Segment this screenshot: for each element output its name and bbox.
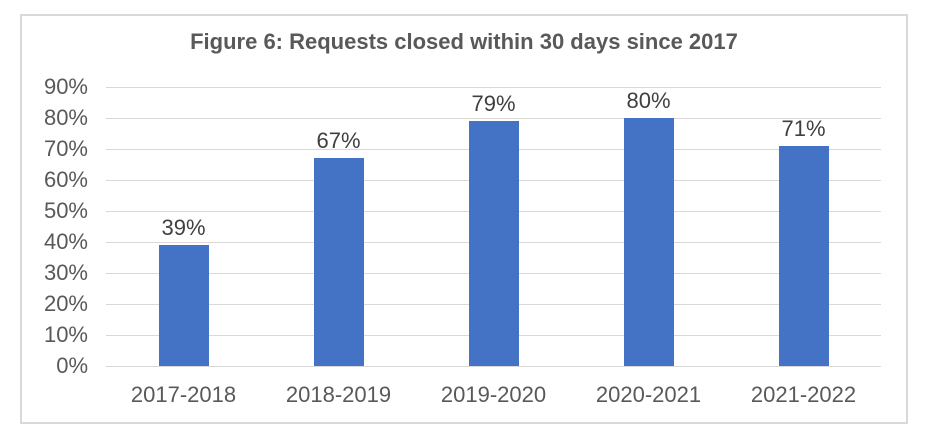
bar-data-label: 67% — [316, 128, 361, 154]
y-tick-label: 50% — [43, 198, 88, 223]
y-tick-label: 90% — [43, 74, 88, 99]
x-tick-label: 2019-2020 — [440, 382, 547, 407]
x-tick-label: 2018-2019 — [285, 382, 392, 407]
x-tick-label: 2020-2021 — [595, 382, 702, 407]
y-tick-label: 20% — [43, 291, 88, 316]
y-tick-label: 10% — [43, 322, 88, 347]
x-tick-label: 2017-2018 — [130, 382, 237, 407]
bar — [623, 118, 674, 366]
bar-data-label: 79% — [471, 91, 516, 117]
chart-title: Figure 6: Requests closed within 30 days… — [190, 29, 738, 54]
x-tick-label: 2021-2022 — [750, 382, 857, 407]
y-tick-label: 30% — [43, 260, 88, 285]
gridline — [106, 365, 881, 367]
bar — [313, 158, 364, 366]
bar-data-label: 71% — [781, 115, 826, 141]
y-tick-label: 70% — [43, 136, 88, 161]
bar-data-label: 80% — [626, 88, 671, 113]
bar — [158, 245, 209, 366]
bar-data-label: 39% — [161, 215, 206, 241]
gridline — [106, 86, 881, 88]
bar — [778, 145, 829, 366]
gridline — [106, 117, 881, 119]
bar — [468, 121, 519, 366]
y-tick-label: 60% — [43, 167, 88, 192]
y-tick-label: 0% — [56, 353, 88, 378]
y-tick-label: 80% — [43, 105, 88, 130]
y-tick-label: 40% — [43, 229, 88, 254]
